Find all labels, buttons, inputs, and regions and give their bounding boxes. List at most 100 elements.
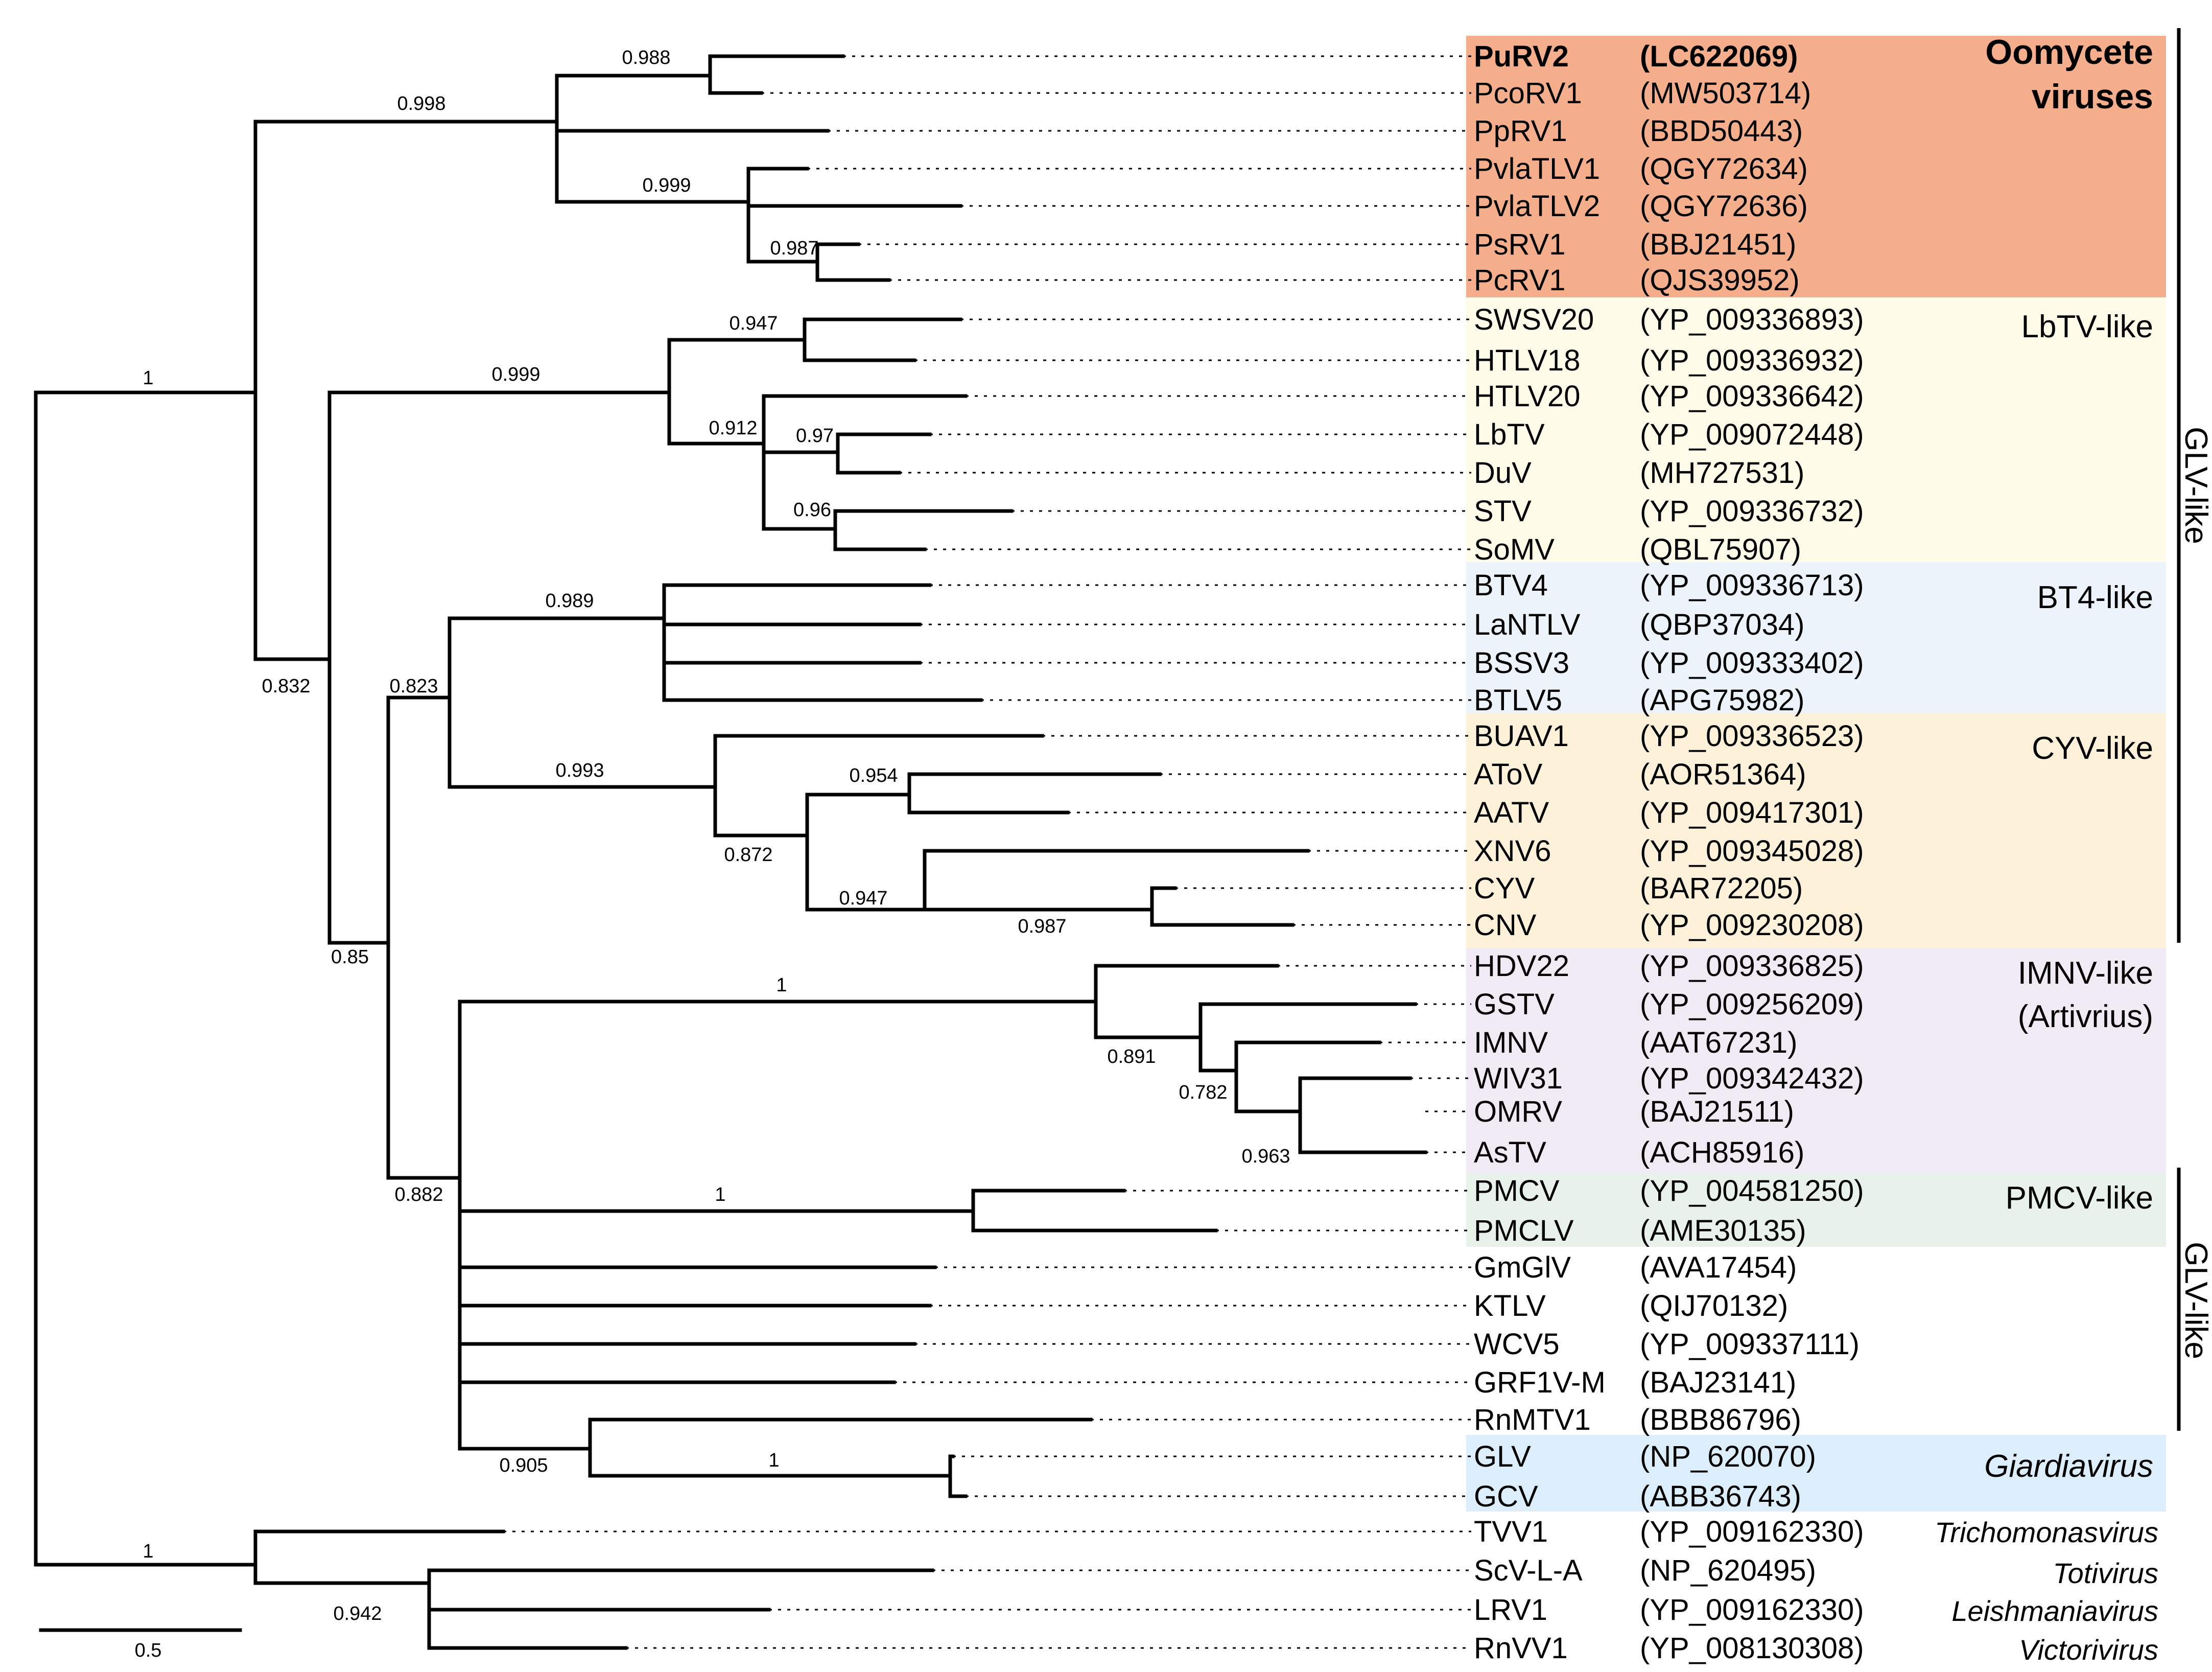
leaf-name: LbTV <box>1474 418 1545 451</box>
leaf-accession: (YP_009336732) <box>1640 495 1864 528</box>
group-labels: Oomycete viruses LbTV-like BT4-like CYV-like… <box>1984 33 2153 1484</box>
group-label: PMCV-like <box>2006 1180 2153 1216</box>
group-label: BT4-like <box>2037 580 2153 615</box>
group-label: IMNV-like <box>2018 956 2153 991</box>
leaf-name: AATV <box>1474 796 1549 829</box>
leaf-accession: (QJS39952) <box>1640 264 1800 297</box>
leaf-name: SWSV20 <box>1474 303 1594 336</box>
leaf-accession: (QBL75907) <box>1640 533 1801 566</box>
leaf-name: PsRV1 <box>1474 228 1565 261</box>
leaf-name: DuV <box>1474 456 1532 490</box>
support-value: 0.832 <box>262 676 310 697</box>
support-value: 1 <box>768 1450 779 1471</box>
support-value: 0.782 <box>1179 1082 1227 1103</box>
leaf-accession: (YP_009336713) <box>1640 569 1864 602</box>
group-label: (Artivrius) <box>2018 999 2153 1034</box>
support-value: 0.912 <box>709 417 757 439</box>
leaf-accession: (YP_009256209) <box>1640 988 1864 1021</box>
support-value: 0.987 <box>770 238 818 259</box>
leaf-accession: (LC622069) <box>1640 40 1798 73</box>
support-value: 0.963 <box>1241 1146 1290 1167</box>
leaf-accession: (QGY72634) <box>1640 152 1808 185</box>
leaf-accession: (YP_009336825) <box>1640 949 1864 983</box>
support-value: 0.905 <box>499 1455 548 1476</box>
leaf-accession: (YP_009342432) <box>1640 1062 1864 1095</box>
band-lbtv <box>1466 297 2166 562</box>
leaf-name: HTLV20 <box>1474 380 1580 413</box>
leaf-accession: (YP_009336893) <box>1640 303 1864 336</box>
leaf-name: RnMTV1 <box>1474 1403 1591 1436</box>
band-pmcv <box>1466 1173 2166 1247</box>
leader-lines <box>503 55 1471 1649</box>
leaf-accession: (AME30135) <box>1640 1214 1806 1247</box>
leaf-name: TVV1 <box>1474 1515 1548 1548</box>
leaf-accession: (QIJ70132) <box>1640 1289 1788 1322</box>
leaf-name: CYV <box>1474 872 1535 905</box>
leaf-name: GSTV <box>1474 988 1555 1021</box>
leaf-labels: PuRV2 (LC622069) PcoRV1 (MW503714) PpRV1 (BBD… <box>1474 40 1864 1665</box>
leaf-accession: (APG75982) <box>1640 684 1804 717</box>
side-label-glv-bottom: GLV-like <box>2178 1242 2212 1359</box>
leaf-accession: (YP_009336932) <box>1640 344 1864 377</box>
leaf-accession: (MW503714) <box>1640 77 1811 110</box>
leaf-accession: (BBD50443) <box>1640 114 1803 148</box>
leaf-accession: (YP_004581250) <box>1640 1174 1864 1207</box>
leaf-accession: (BAJ23141) <box>1640 1366 1796 1399</box>
leaf-accession: (YP_009417301) <box>1640 796 1864 829</box>
support-value: 1 <box>143 367 153 389</box>
leaf-name: PcRV1 <box>1474 264 1565 297</box>
band-bt4 <box>1466 562 2166 713</box>
leaf-name: PuRV2 <box>1474 40 1569 73</box>
leaf-accession: (BAJ21511) <box>1640 1095 1794 1128</box>
support-value: 0.993 <box>555 760 604 781</box>
support-value: 0.999 <box>642 175 691 196</box>
support-value: 0.96 <box>793 499 831 521</box>
support-value: 0.823 <box>389 676 438 697</box>
leaf-accession: (YP_009162330) <box>1640 1515 1864 1548</box>
genus-totivirus: Totivirus <box>2053 1557 2158 1589</box>
genus-leishmaniavirus: Leishmaniavirus <box>1951 1595 2158 1627</box>
support-value: 0.988 <box>622 47 670 68</box>
leaf-name: PcoRV1 <box>1474 77 1582 110</box>
leaf-accession: (YP_009336523) <box>1640 719 1864 753</box>
leaf-accession: (YP_009072448) <box>1640 418 1864 451</box>
leaf-accession: (AVA17454) <box>1640 1251 1797 1284</box>
support-value: 1 <box>143 1541 153 1562</box>
group-label: viruses <box>2032 77 2153 116</box>
support-value: 0.872 <box>724 844 772 866</box>
group-label: LbTV-like <box>2021 309 2153 344</box>
leaf-accession: (BBJ21451) <box>1640 228 1796 261</box>
leaf-accession: (YP_009345028) <box>1640 834 1864 868</box>
leaf-name: XNV6 <box>1474 834 1551 868</box>
leaf-accession: (YP_009162330) <box>1640 1593 1864 1627</box>
leaf-name: GCV <box>1474 1480 1538 1513</box>
group-label: Giardiavirus <box>1984 1449 2153 1484</box>
leaf-name: IMNV <box>1474 1026 1548 1059</box>
support-value: 0.987 <box>1018 916 1066 937</box>
support-value: 0.989 <box>545 590 594 612</box>
band-giardia <box>1466 1435 2166 1512</box>
leaf-name: SoMV <box>1474 533 1555 566</box>
leaf-name: GmGlV <box>1474 1251 1571 1284</box>
leaf-accession: (NP_620495) <box>1640 1554 1816 1587</box>
band-cyv <box>1466 713 2166 948</box>
leaf-accession: (BAR72205) <box>1640 872 1803 905</box>
group-label: Oomycete <box>1985 33 2153 72</box>
leaf-name: BTV4 <box>1474 569 1548 602</box>
leaf-name: ScV-L-A <box>1474 1554 1583 1587</box>
leaf-name: LaNTLV <box>1474 608 1581 641</box>
support-value: 1 <box>715 1184 725 1205</box>
leaf-name: LRV1 <box>1474 1593 1547 1627</box>
leaf-name: GRF1V-M <box>1474 1366 1606 1399</box>
leaf-name: RnVV1 <box>1474 1632 1568 1665</box>
leaf-name: PMCLV <box>1474 1214 1574 1247</box>
leaf-name: PvlaTLV2 <box>1474 190 1600 223</box>
leaf-accession: (AOR51364) <box>1640 758 1806 791</box>
leaf-accession: (ABB36743) <box>1640 1480 1801 1513</box>
leaf-name: PMCV <box>1474 1174 1560 1207</box>
leaf-name: HTLV18 <box>1474 344 1580 377</box>
leaf-name: WCV5 <box>1474 1328 1560 1361</box>
leaf-name: GLV <box>1474 1440 1531 1473</box>
leaf-name: PvlaTLV1 <box>1474 152 1600 185</box>
